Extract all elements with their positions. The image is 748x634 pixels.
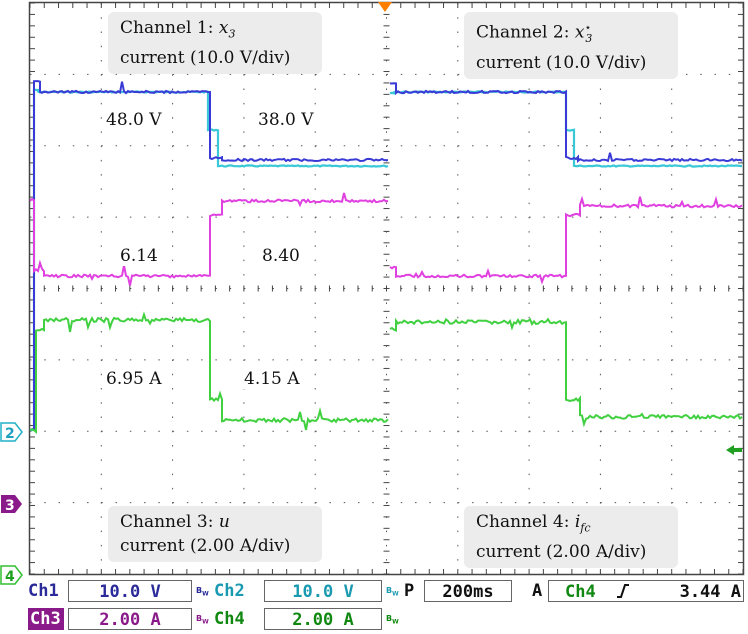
channel-3-marker[interactable]: 3 <box>1 495 22 514</box>
channel-3-variable: u <box>218 512 230 532</box>
rising-edge-icon <box>616 584 629 598</box>
ch4-scale[interactable]: 2.00 A <box>264 608 382 630</box>
ch3-scale[interactable]: 2.00 A <box>68 608 192 630</box>
channel-3-marker-label: 3 <box>5 498 15 514</box>
timebase-readout[interactable]: 200ms <box>424 580 512 602</box>
voltage-high-annotation: 48.0 V <box>104 110 164 130</box>
channel-4-trace-right <box>389 317 743 428</box>
ch2-label[interactable]: Ch2 <box>214 581 245 601</box>
ch2-bw-b: B <box>386 586 393 595</box>
channel-2-label: Channel 2: x⋆3 current (10.0 V/div) <box>464 12 678 80</box>
channel-1-label: Channel 1: x3 current (10.0 V/div) <box>108 12 322 75</box>
ch1-bw-b: B <box>196 586 203 595</box>
ch1-bw-w: W <box>202 590 209 598</box>
ch4-bw-w: W <box>392 618 399 626</box>
channel-4-scale: current (2.00 A/div) <box>476 542 647 563</box>
channel-1-subscript: 3 <box>228 27 236 41</box>
trigger-level: 3.44 A <box>679 582 741 602</box>
p-indicator: P <box>404 581 415 601</box>
trigger-mode: A <box>532 581 543 601</box>
control-high-annotation: 8.40 <box>260 246 302 266</box>
ch3-bw-b: B <box>196 614 203 623</box>
channel-4-marker-label: 4 <box>5 569 15 585</box>
ch1-bw-limit: BW <box>196 586 209 598</box>
channel-3-label: Channel 3: u current (2.00 A/div) <box>108 506 322 562</box>
current-high-annotation: 6.95 A <box>104 369 164 389</box>
channel-3-trace-right <box>389 195 743 285</box>
trigger-level-arrow <box>726 445 742 455</box>
channel-4-subscript: fc <box>580 521 591 535</box>
trigger-source: Ch4 <box>565 582 596 602</box>
ch2-bw-w: W <box>392 590 399 598</box>
ch4-bw-limit: BW <box>386 614 399 626</box>
channel-4-trace-left <box>29 311 389 435</box>
control-low-annotation: 6.14 <box>118 246 160 266</box>
ch2-bw-limit: BW <box>386 586 399 598</box>
channel-2-variable: x <box>574 22 585 43</box>
ch1-label[interactable]: Ch1 <box>28 581 59 601</box>
channel-4-title: Channel 4: <box>476 512 570 532</box>
channel-3-scale: current (2.00 A/div) <box>120 536 291 556</box>
channel-2-superscript: ⋆ <box>584 21 592 34</box>
ch3-label[interactable]: Ch3 <box>28 608 64 630</box>
trigger-position-marker <box>378 2 392 12</box>
ch4-label[interactable]: Ch4 <box>214 609 245 629</box>
channel-2-title: Channel 2: <box>476 22 570 43</box>
channel-3-trace-left <box>29 192 389 286</box>
channel-1-variable: x <box>218 18 229 38</box>
channel-1-title: Channel 1: <box>120 18 214 38</box>
channel-4-marker[interactable]: 4 <box>0 565 23 585</box>
ch2-scale[interactable]: 10.0 V <box>264 580 382 602</box>
ch3-bw-w: W <box>202 618 209 626</box>
channel-4-label: Channel 4: ifc current (2.00 A/div) <box>464 506 678 569</box>
ch1-scale[interactable]: 10.0 V <box>68 580 192 602</box>
channel-1-trace-right <box>389 82 743 164</box>
channel-2-subscript: 3 <box>585 32 593 46</box>
channel-2-marker-label: 2 <box>5 426 15 442</box>
ch4-bw-b: B <box>386 614 393 623</box>
channel-2-marker[interactable]: 2 <box>0 422 23 442</box>
ch3-bw-limit: BW <box>196 614 209 626</box>
trigger-readout[interactable]: Ch4 3.44 A <box>548 580 744 602</box>
current-low-annotation: 4.15 A <box>242 369 302 389</box>
channel-2-scale: current (10.0 V/div) <box>476 53 647 74</box>
channel-1-trace-left <box>29 80 388 431</box>
channel-3-title: Channel 3: <box>120 512 214 532</box>
channel-4-variable: i <box>574 512 581 532</box>
voltage-low-annotation: 38.0 V <box>256 110 316 130</box>
channel-1-scale: current (10.0 V/div) <box>120 48 291 69</box>
waveform-traces <box>29 80 743 435</box>
